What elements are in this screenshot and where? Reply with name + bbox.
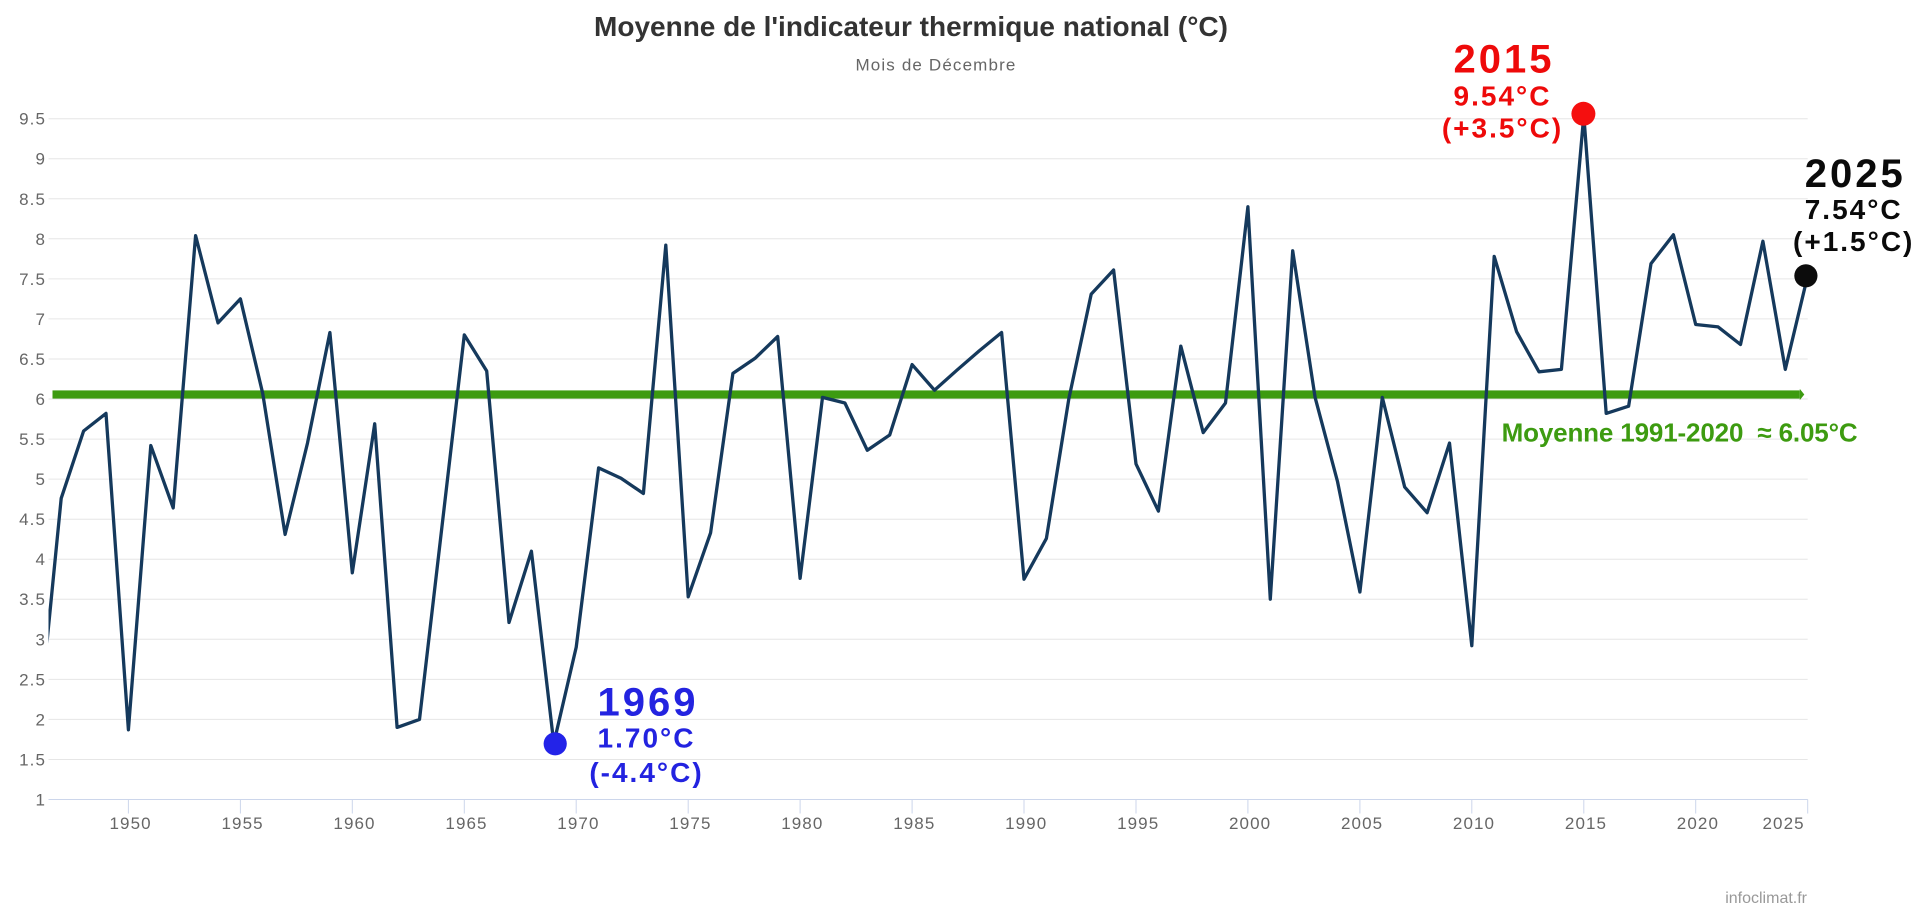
svg-text:1969: 1969	[598, 680, 699, 724]
svg-text:6: 6	[35, 390, 46, 409]
svg-text:1970: 1970	[557, 814, 599, 833]
svg-text:6.5: 6.5	[19, 350, 46, 369]
svg-text:4.5: 4.5	[19, 510, 46, 529]
svg-text:3.5: 3.5	[19, 590, 46, 609]
svg-text:(+1.5°C): (+1.5°C)	[1793, 226, 1914, 257]
svg-text:1985: 1985	[893, 814, 935, 833]
svg-text:3: 3	[35, 630, 46, 649]
svg-text:Mois de Décembre: Mois de Décembre	[855, 56, 1016, 75]
svg-text:2015: 2015	[1454, 37, 1555, 81]
svg-text:1955: 1955	[221, 814, 263, 833]
svg-text:2020: 2020	[1677, 814, 1719, 833]
svg-text:7.54°C: 7.54°C	[1805, 194, 1903, 225]
svg-text:4: 4	[35, 550, 46, 569]
svg-text:7: 7	[35, 310, 46, 329]
svg-text:1960: 1960	[333, 814, 375, 833]
svg-text:8: 8	[35, 230, 46, 249]
svg-text:(+3.5°C): (+3.5°C)	[1442, 113, 1563, 144]
svg-text:infoclimat.fr: infoclimat.fr	[1725, 890, 1807, 907]
svg-text:1990: 1990	[1005, 814, 1047, 833]
svg-text:2010: 2010	[1453, 814, 1495, 833]
svg-text:1950: 1950	[109, 814, 151, 833]
svg-text:9: 9	[35, 150, 46, 169]
svg-text:1965: 1965	[445, 814, 487, 833]
svg-text:1995: 1995	[1117, 814, 1159, 833]
svg-text:5.5: 5.5	[19, 430, 46, 449]
svg-text:5: 5	[35, 470, 46, 489]
svg-text:1.5: 1.5	[19, 751, 46, 770]
svg-text:(-4.4°C): (-4.4°C)	[589, 757, 703, 788]
svg-text:1980: 1980	[781, 814, 823, 833]
svg-text:7.5: 7.5	[19, 270, 46, 289]
svg-text:8.5: 8.5	[19, 190, 46, 209]
svg-text:1: 1	[35, 791, 46, 810]
svg-text:Moyenne de l'indicateur thermi: Moyenne de l'indicateur thermique nation…	[594, 11, 1228, 42]
svg-text:2015: 2015	[1565, 814, 1607, 833]
svg-text:1.70°C: 1.70°C	[598, 723, 696, 754]
svg-text:1975: 1975	[669, 814, 711, 833]
svg-text:2.5: 2.5	[19, 670, 46, 689]
svg-text:2000: 2000	[1229, 814, 1271, 833]
svg-text:2005: 2005	[1341, 814, 1383, 833]
svg-text:9.54°C: 9.54°C	[1454, 80, 1552, 111]
svg-text:2025: 2025	[1762, 814, 1804, 833]
svg-text:9.5: 9.5	[19, 110, 46, 129]
svg-text:Moyenne 1991-2020 ≈ 6.05°C: Moyenne 1991-2020 ≈ 6.05°C	[1502, 418, 1858, 448]
svg-text:2: 2	[35, 710, 46, 729]
svg-text:2025: 2025	[1805, 152, 1906, 196]
